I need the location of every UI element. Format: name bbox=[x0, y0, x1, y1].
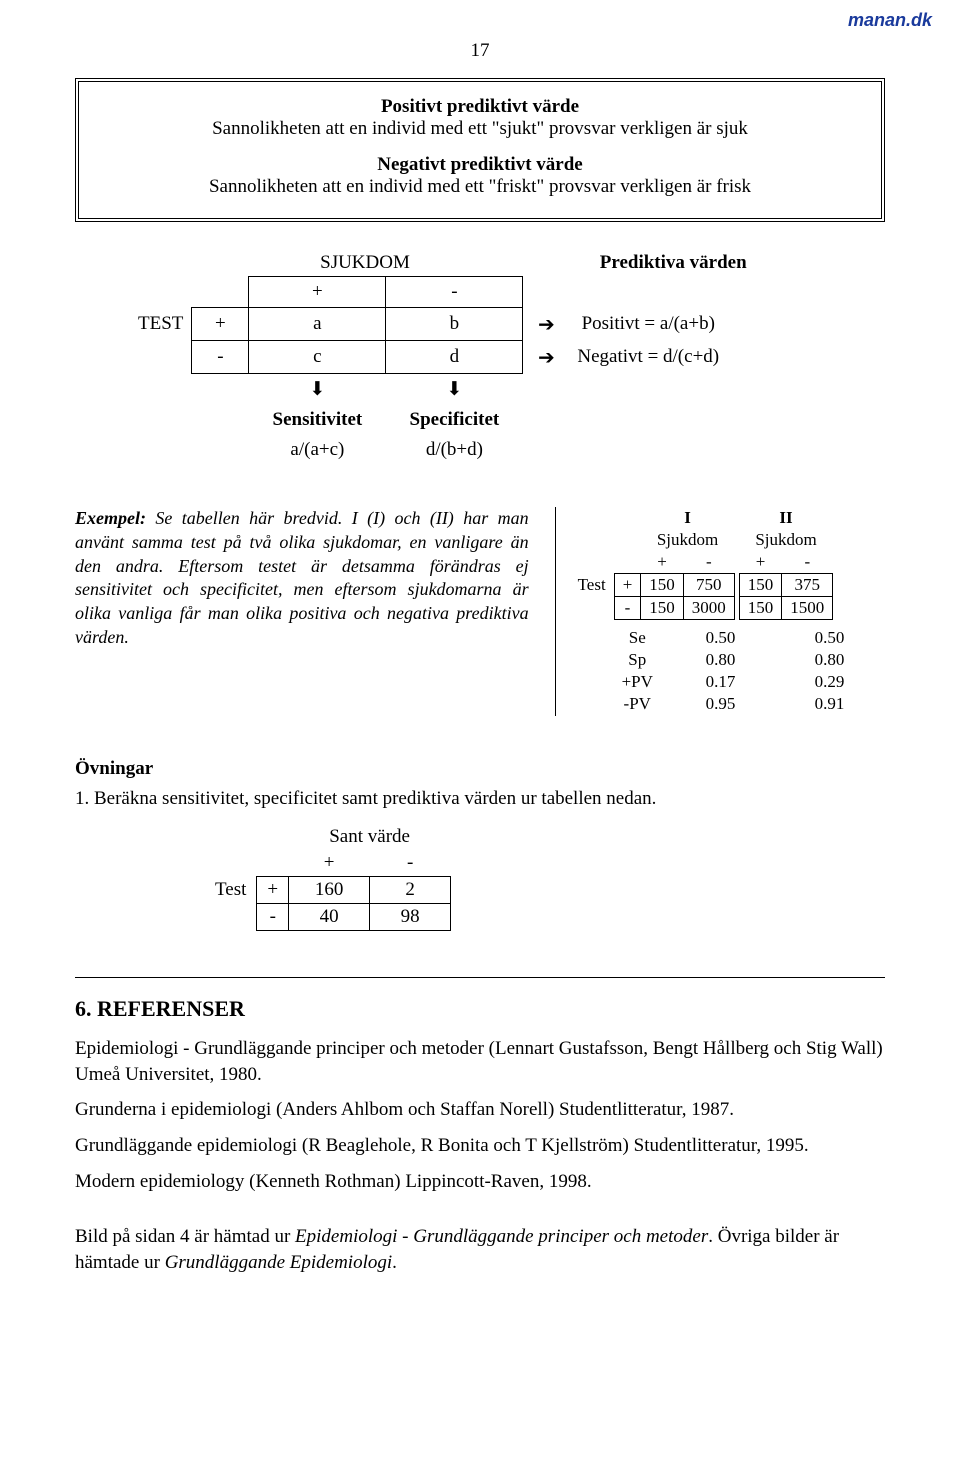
arrow-right-icon: ➔ bbox=[523, 308, 570, 341]
arrow-right-icon: ➔ bbox=[523, 341, 570, 374]
sv-row-plus: + bbox=[257, 877, 289, 904]
arrow-down-icon: ⬇ bbox=[249, 374, 386, 406]
se-II: 0.50 bbox=[776, 628, 883, 648]
ovningar-title: Övningar bbox=[75, 758, 885, 780]
stats-table: Se 0.50 0.50 Sp 0.80 0.80 +PV 0.17 0.29 … bbox=[608, 626, 885, 716]
II-plus: + bbox=[739, 551, 782, 574]
ppv-I: 0.17 bbox=[667, 672, 774, 692]
reference-footer: Bild på sidan 4 är hämtad ur Epidemiolog… bbox=[75, 1224, 885, 1275]
footer-pre: Bild på sidan 4 är hämtad ur bbox=[75, 1226, 295, 1247]
vertical-divider bbox=[555, 507, 556, 716]
ppv-label: +PV bbox=[610, 672, 665, 692]
II-r1-p: 150 bbox=[739, 574, 782, 597]
se-label: Se bbox=[610, 628, 665, 648]
negativt-formula: Negativt = d/(c+d) bbox=[569, 341, 727, 374]
test-label: Test bbox=[570, 574, 615, 597]
reference-4: Modern epidemiology (Kenneth Rothman) Li… bbox=[75, 1169, 885, 1195]
reference-2: Grunderna i epidemiologi (Anders Ahlbom … bbox=[75, 1097, 885, 1123]
row-minus: - bbox=[192, 341, 249, 374]
example-label: Exempel: bbox=[75, 508, 146, 528]
I-r1-m: 750 bbox=[683, 574, 734, 597]
example-right-table: I II Sjukdom Sjukdom + - + - bbox=[570, 507, 885, 716]
npv-II: 0.91 bbox=[776, 694, 883, 714]
watermark-text: manan.dk bbox=[848, 10, 932, 31]
sjukdom-label: SJUKDOM bbox=[215, 252, 515, 274]
I-minus: - bbox=[683, 551, 734, 574]
page-number: 17 bbox=[75, 40, 885, 62]
references-title: 6. REFERENSER bbox=[75, 996, 885, 1022]
cell-b: b bbox=[386, 308, 523, 341]
col-II: II bbox=[739, 507, 833, 529]
specificitet-label: Specificitet bbox=[386, 405, 523, 435]
footer-end: . bbox=[392, 1252, 397, 1273]
I-plus: + bbox=[641, 551, 684, 574]
sjukdom-comparison-table: I II Sjukdom Sjukdom + - + - bbox=[570, 507, 834, 620]
ppv-II: 0.29 bbox=[776, 672, 883, 692]
reference-1: Epidemiologi - Grundläggande principer o… bbox=[75, 1036, 885, 1087]
example-row: Exempel: Se tabellen här bredvid. I (I) … bbox=[75, 507, 885, 716]
npv-label: -PV bbox=[610, 694, 665, 714]
I-r2-m: 3000 bbox=[683, 597, 734, 620]
sant-varde-table: Sant värde + - Test + 160 2 - 40 98 bbox=[205, 824, 451, 931]
se-I: 0.50 bbox=[667, 628, 774, 648]
test-minus: - bbox=[614, 597, 641, 620]
references-divider bbox=[75, 977, 885, 978]
test-label: TEST bbox=[130, 308, 192, 341]
box-title-1: Positivt prediktivt värde bbox=[99, 96, 861, 118]
ovningar-item-1: 1. Beräkna sensitivitet, specificitet sa… bbox=[75, 788, 885, 810]
sv-r2-m: 98 bbox=[370, 904, 451, 931]
box-text-1: Sannolikheten att en individ med ett "sj… bbox=[99, 118, 861, 140]
reference-3: Grundläggande epidemiologi (R Beaglehole… bbox=[75, 1133, 885, 1159]
sjukdom-I: Sjukdom bbox=[641, 529, 735, 551]
II-r2-m: 1500 bbox=[782, 597, 833, 620]
sensitivitet-formula: a/(a+c) bbox=[249, 435, 386, 465]
col-minus: - bbox=[386, 277, 523, 308]
specificitet-formula: d/(b+d) bbox=[386, 435, 523, 465]
formula-table: + - TEST + a b ➔ Positivt = a/(a+b) - c … bbox=[130, 276, 728, 465]
II-r2-p: 150 bbox=[739, 597, 782, 620]
I-r2-p: 150 bbox=[641, 597, 684, 620]
arrow-down-icon: ⬇ bbox=[386, 374, 523, 406]
sv-plus: + bbox=[289, 850, 370, 877]
ovningar-section: Övningar 1. Beräkna sensitivitet, specif… bbox=[75, 758, 885, 931]
I-r1-p: 150 bbox=[641, 574, 684, 597]
positivt-formula: Positivt = a/(a+b) bbox=[569, 308, 727, 341]
test-plus: + bbox=[614, 574, 641, 597]
row-plus: + bbox=[192, 308, 249, 341]
sv-minus: - bbox=[370, 850, 451, 877]
cell-c: c bbox=[249, 341, 386, 374]
II-minus: - bbox=[782, 551, 833, 574]
sv-row-minus: - bbox=[257, 904, 289, 931]
cell-d: d bbox=[386, 341, 523, 374]
example-text: Exempel: Se tabellen här bredvid. I (I) … bbox=[75, 507, 545, 650]
npv-I: 0.95 bbox=[667, 694, 774, 714]
sjukdom-II: Sjukdom bbox=[739, 529, 833, 551]
box-title-2: Negativt prediktivt värde bbox=[99, 154, 861, 176]
sp-label: Sp bbox=[610, 650, 665, 670]
footer-ital-1: Epidemiologi - Grundläggande principer o… bbox=[295, 1226, 708, 1247]
II-r1-m: 375 bbox=[782, 574, 833, 597]
page-container: 17 Positivt prediktivt värde Sannolikhet… bbox=[0, 0, 960, 1325]
sant-varde-label: Sant värde bbox=[289, 824, 451, 850]
box-text-2: Sannolikheten att en individ med ett "fr… bbox=[99, 176, 861, 198]
sv-test: Test bbox=[205, 877, 257, 904]
sensitivitet-label: Sensitivitet bbox=[249, 405, 386, 435]
footer-ital-2: Grundläggande Epidemiologi bbox=[165, 1252, 392, 1273]
sv-r2-p: 40 bbox=[289, 904, 370, 931]
example-body: Se tabellen här bredvid. I (I) och (II) … bbox=[75, 508, 529, 647]
prediktiva-header: Prediktiva värden bbox=[600, 252, 747, 274]
sp-II: 0.80 bbox=[776, 650, 883, 670]
col-plus: + bbox=[249, 277, 386, 308]
sv-r1-p: 160 bbox=[289, 877, 370, 904]
sp-I: 0.80 bbox=[667, 650, 774, 670]
col-I: I bbox=[641, 507, 735, 529]
cell-a: a bbox=[249, 308, 386, 341]
sjukdom-header-line: SJUKDOM Prediktiva värden bbox=[75, 252, 885, 274]
definition-box: Positivt prediktivt värde Sannolikheten … bbox=[75, 78, 885, 222]
sv-r1-m: 2 bbox=[370, 877, 451, 904]
